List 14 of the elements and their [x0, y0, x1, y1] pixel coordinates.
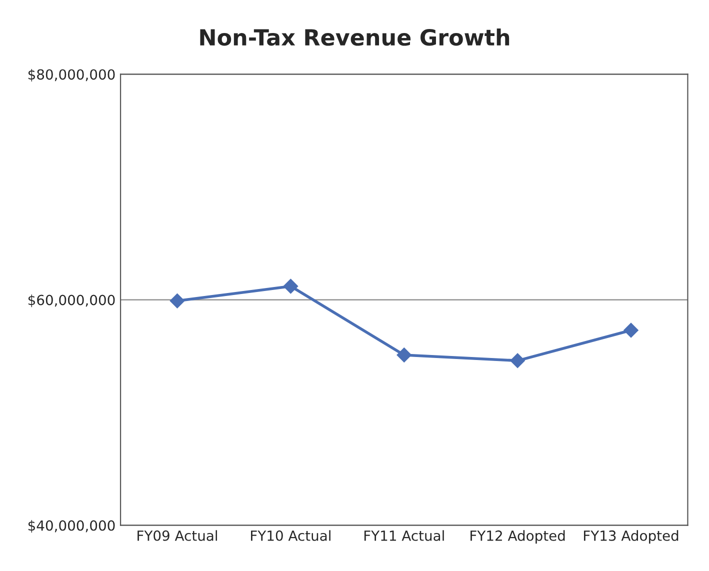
- point: [170, 294, 185, 308]
- point: [624, 322, 638, 338]
- x-tick-label: FY10 Actual: [251, 530, 330, 541]
- chart-title: Non-Tax Revenue Growth: [200, 28, 510, 46]
- point: [283, 278, 298, 294]
- point: [510, 353, 525, 368]
- point: [396, 348, 412, 362]
- y-tick-label: $40,000,000: [28, 520, 115, 533]
- x-tick-label: FY09 Actual: [138, 530, 217, 541]
- y-tick-label: $80,000,000: [28, 68, 115, 82]
- x-tick-label: FY11 Actual: [364, 530, 444, 541]
- x-tick-label: FY13 Adopted: [584, 530, 678, 544]
- y-tick-label: $60,000,000: [28, 294, 115, 308]
- x-tick-label: FY12 Adopted: [470, 530, 565, 544]
